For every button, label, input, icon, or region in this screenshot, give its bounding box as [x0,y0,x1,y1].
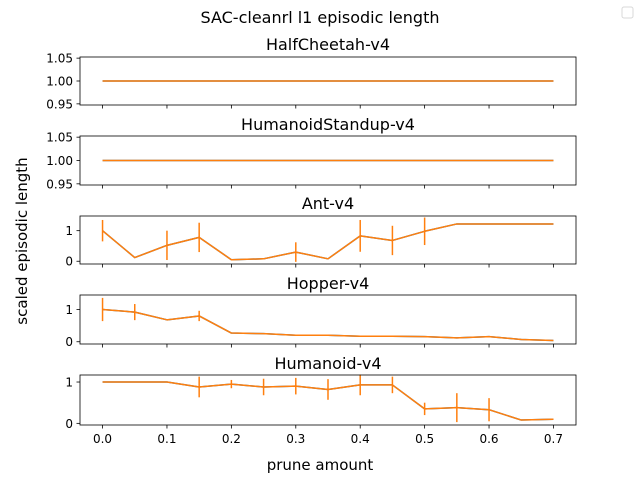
x-tick-label: 0.7 [544,432,563,446]
y-tick-label: 1 [65,303,73,317]
plot-area [80,295,576,344]
figure-title: SAC-cleanrl l1 episodic length [201,8,440,27]
x-tick-label: 0.3 [286,432,305,446]
axes-frame [79,215,577,265]
y-tick-label: 1.05 [46,131,73,145]
y-tick-label: 1 [65,376,73,390]
y-tick-label: 1.00 [46,75,73,89]
y-tick-label: 1.05 [46,52,73,66]
y-tick-label: 1 [65,224,73,238]
y-tick-label: 0 [65,417,73,431]
axes-frame [79,374,577,426]
series-line [102,308,554,342]
x-axis-label: prune amount [267,456,374,474]
subplot-title: Hopper-v4 [287,274,370,293]
series-line [102,223,554,261]
y-tick-label: 0.95 [46,177,73,191]
y-tick-label: 1.00 [46,154,73,168]
y-tick-label: 0 [65,255,73,269]
y-tick-label: 0 [65,335,73,349]
x-tick-label: 0.4 [351,432,370,446]
subplot-title: HumanoidStandup-v4 [241,115,415,134]
x-tick-label: 0.1 [157,432,176,446]
subplot-title: Ant-v4 [302,194,354,213]
axes-frame [79,294,577,345]
x-tick-label: 0.0 [93,432,112,446]
legend-box [621,6,634,19]
subplot-title: HalfCheetah-v4 [266,35,390,54]
y-axis-label: scaled episodic length [13,157,31,324]
subplots-group: HalfCheetah-v4 0.95 1.00 1.05 HumanoidStandu… [46,35,577,446]
axes-frame [79,56,577,106]
x-tick-label: 0.2 [222,432,241,446]
y-tick-label: 0.95 [46,97,73,111]
series-line [102,381,554,421]
subplot-title: Humanoid-v4 [274,354,381,373]
axes-frame [79,135,577,186]
x-tick-label: 0.5 [415,432,434,446]
x-tick-label: 0.6 [479,432,498,446]
